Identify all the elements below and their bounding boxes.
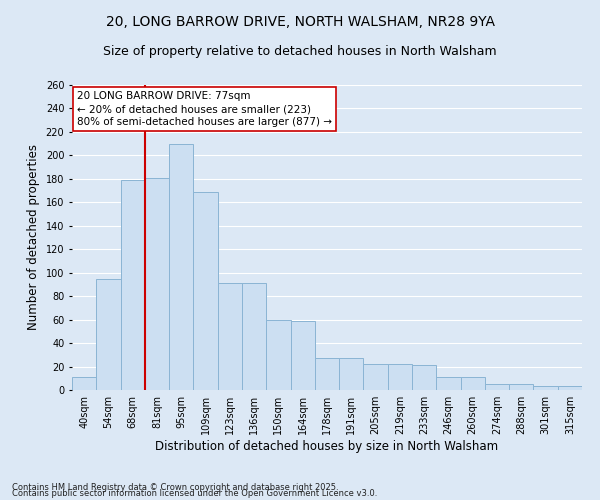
Bar bbox=[121, 180, 145, 390]
Bar bbox=[72, 377, 96, 390]
Text: 20 LONG BARROW DRIVE: 77sqm
← 20% of detached houses are smaller (223)
80% of se: 20 LONG BARROW DRIVE: 77sqm ← 20% of det… bbox=[77, 91, 332, 128]
Text: 20, LONG BARROW DRIVE, NORTH WALSHAM, NR28 9YA: 20, LONG BARROW DRIVE, NORTH WALSHAM, NR… bbox=[106, 15, 494, 29]
Bar bbox=[412, 366, 436, 390]
Bar bbox=[315, 358, 339, 390]
Bar bbox=[364, 364, 388, 390]
Bar bbox=[145, 178, 169, 390]
Bar bbox=[218, 283, 242, 390]
Text: Size of property relative to detached houses in North Walsham: Size of property relative to detached ho… bbox=[103, 45, 497, 58]
Bar bbox=[169, 144, 193, 390]
Bar bbox=[290, 321, 315, 390]
Bar bbox=[193, 192, 218, 390]
Bar bbox=[388, 364, 412, 390]
Bar bbox=[558, 386, 582, 390]
Bar bbox=[339, 358, 364, 390]
Bar bbox=[461, 377, 485, 390]
Y-axis label: Number of detached properties: Number of detached properties bbox=[27, 144, 40, 330]
Bar bbox=[509, 384, 533, 390]
Bar bbox=[242, 283, 266, 390]
Bar bbox=[266, 320, 290, 390]
Bar bbox=[436, 377, 461, 390]
Bar bbox=[533, 386, 558, 390]
Bar bbox=[96, 278, 121, 390]
X-axis label: Distribution of detached houses by size in North Walsham: Distribution of detached houses by size … bbox=[155, 440, 499, 453]
Bar bbox=[485, 384, 509, 390]
Text: Contains HM Land Registry data © Crown copyright and database right 2025.: Contains HM Land Registry data © Crown c… bbox=[12, 484, 338, 492]
Text: Contains public sector information licensed under the Open Government Licence v3: Contains public sector information licen… bbox=[12, 490, 377, 498]
